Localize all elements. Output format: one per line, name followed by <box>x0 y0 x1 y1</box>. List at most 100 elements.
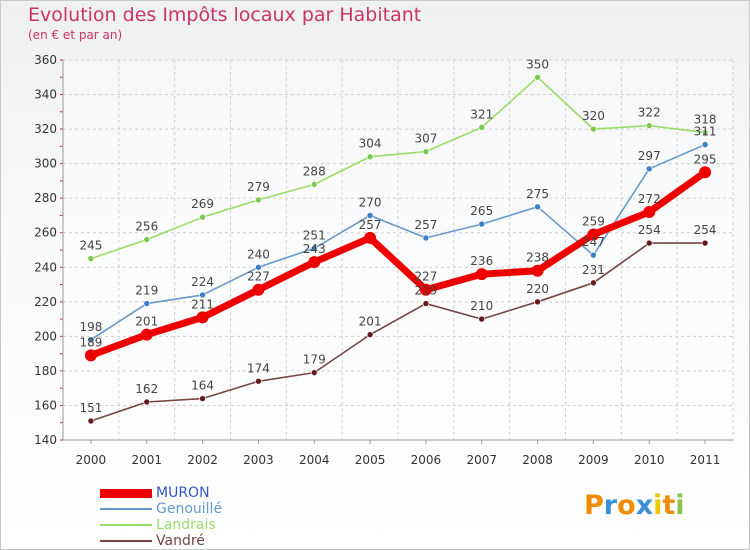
data-point-landrais <box>534 73 541 81</box>
data-label-genouille: 297 <box>638 149 661 163</box>
y-tick-label: 180 <box>34 364 57 378</box>
data-label-muron: 238 <box>526 251 549 265</box>
logo-letter: t <box>662 490 676 521</box>
data-label-muron: 189 <box>79 335 102 349</box>
y-tick-label: 340 <box>34 88 57 102</box>
data-point-landrais <box>143 236 151 243</box>
y-tick-label: 360 <box>34 53 57 67</box>
data-point-vandre <box>143 398 151 406</box>
data-label-genouille: 251 <box>303 228 326 242</box>
data-point-genouille <box>590 251 597 259</box>
x-tick-label: 2003 <box>243 453 274 467</box>
data-label-vandre: 179 <box>303 353 326 367</box>
data-point-vandre <box>310 369 318 376</box>
legend-item-landrais: Landrais <box>100 518 216 532</box>
x-tick-label: 2008 <box>522 453 553 467</box>
data-label-genouille: 265 <box>470 204 493 218</box>
data-label-muron: 201 <box>135 315 158 329</box>
x-tick-label: 2006 <box>411 453 442 467</box>
data-point-vandre <box>422 300 430 307</box>
data-label-vandre: 210 <box>470 299 493 313</box>
data-label-muron: 259 <box>582 214 605 228</box>
data-point-landrais <box>422 148 430 155</box>
data-label-genouille: 270 <box>359 195 382 209</box>
data-label-genouille: 275 <box>526 187 549 201</box>
data-point-vandre <box>701 239 709 247</box>
data-label-landrais: 269 <box>191 197 214 211</box>
chart-title: Evolution des Impôts locaux par Habitant <box>28 4 422 26</box>
data-point-genouille <box>534 203 541 211</box>
data-label-vandre: 220 <box>526 282 549 296</box>
data-point-vandre <box>255 377 262 385</box>
data-label-muron: 272 <box>638 192 661 206</box>
legend-label: Genouillé <box>156 501 223 517</box>
data-label-vandre: 254 <box>694 223 717 237</box>
y-tick-label: 240 <box>34 260 57 274</box>
y-tick-label: 200 <box>34 329 57 343</box>
data-point-muron <box>419 283 432 296</box>
logo-letter: o <box>617 490 636 521</box>
data-point-muron <box>84 349 97 362</box>
legend-swatch <box>100 540 152 542</box>
data-point-vandre <box>645 239 653 247</box>
legend-label: Vandré <box>156 533 205 549</box>
series-lines <box>84 73 712 425</box>
logo-letter: i <box>653 490 663 521</box>
data-point-muron <box>587 228 600 241</box>
data-point-vandre <box>478 315 486 323</box>
y-tick-label: 160 <box>34 398 57 412</box>
data-label-landrais: 322 <box>638 106 661 120</box>
legend-item-genouille: Genouillé <box>100 502 222 516</box>
data-label-landrais: 304 <box>359 137 382 151</box>
data-point-genouille <box>366 212 374 219</box>
data-point-muron <box>643 206 656 218</box>
legend-swatch <box>100 524 152 526</box>
legend-item-muron: MURON <box>100 486 210 500</box>
data-point-vandre <box>590 279 597 287</box>
x-tick-label: 2007 <box>466 453 497 467</box>
data-label-vandre: 162 <box>135 382 158 396</box>
data-label-vandre: 151 <box>79 401 102 415</box>
series-line-muron <box>87 168 709 359</box>
data-label-landrais: 350 <box>526 57 549 71</box>
data-point-genouille <box>645 165 653 173</box>
data-label-genouille: 224 <box>191 275 214 289</box>
data-point-genouille <box>199 291 206 299</box>
proxiti-logo: Proxiti <box>584 490 685 521</box>
data-label-muron: 257 <box>359 218 382 232</box>
data-label-vandre: 201 <box>359 315 382 329</box>
x-tick-label: 2002 <box>187 453 218 467</box>
y-tick-label: 140 <box>34 433 57 447</box>
data-label-genouille: 257 <box>414 218 437 232</box>
data-point-vandre <box>199 395 206 402</box>
data-label-genouille: 311 <box>694 125 717 139</box>
data-point-landrais <box>87 255 95 262</box>
y-tick-label: 260 <box>34 226 57 240</box>
data-label-landrais: 321 <box>470 107 493 121</box>
data-label-landrais: 307 <box>414 132 437 146</box>
data-label-landrais: 288 <box>303 164 326 178</box>
data-point-vandre <box>366 331 374 338</box>
logo-letter: P <box>584 490 604 521</box>
data-label-landrais: 320 <box>582 109 605 123</box>
axes: 140 160 180 200 220 240 260 280 300 320 340 360 2000… <box>34 53 733 467</box>
data-label-muron: 211 <box>191 297 214 311</box>
data-point-genouille <box>422 234 430 242</box>
x-tick-label: 2010 <box>634 453 665 467</box>
data-label-genouille: 240 <box>247 247 270 261</box>
x-tick-label: 2001 <box>131 453 162 467</box>
data-label-genouille: 219 <box>135 284 158 298</box>
data-label-vandre: 254 <box>638 223 661 237</box>
series-line-vandre <box>90 242 706 422</box>
data-point-landrais <box>310 181 318 188</box>
data-label-muron: 236 <box>470 254 493 268</box>
data-point-landrais <box>199 213 206 221</box>
data-point-landrais <box>590 125 597 133</box>
data-point-genouille <box>143 300 151 307</box>
data-point-muron <box>140 328 153 341</box>
series-line-landrais <box>90 76 706 260</box>
data-label-vandre: 174 <box>247 361 270 375</box>
x-tick-label: 2011 <box>690 453 721 467</box>
data-point-muron <box>196 311 209 324</box>
